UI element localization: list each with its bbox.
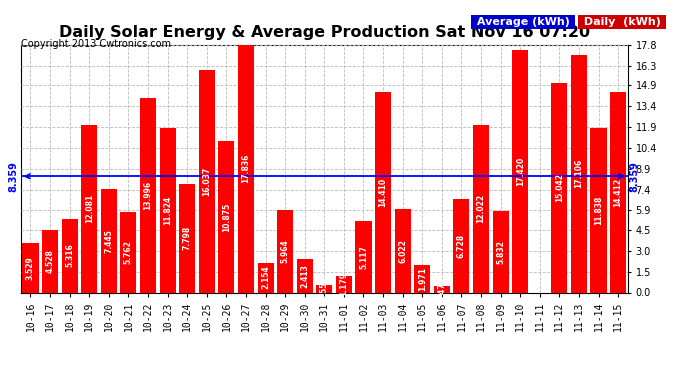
Text: 8.359: 8.359 (9, 161, 19, 192)
Text: 5.832: 5.832 (496, 240, 505, 264)
Bar (512, 50, 529, 292)
Text: 1.971: 1.971 (417, 267, 426, 291)
Bar (238, 45, 254, 292)
Bar (591, 128, 607, 292)
Text: 12.022: 12.022 (477, 194, 486, 224)
Text: 11.824: 11.824 (163, 196, 172, 225)
Text: 7.798: 7.798 (183, 226, 192, 251)
Text: 7.445: 7.445 (104, 229, 113, 253)
Bar (257, 262, 273, 292)
Bar (571, 55, 587, 292)
Bar (551, 83, 567, 292)
Bar (140, 98, 156, 292)
Text: 14.412: 14.412 (613, 178, 622, 207)
Text: Copyright 2013 Cwtronics.com: Copyright 2013 Cwtronics.com (21, 39, 170, 50)
Text: 14.410: 14.410 (379, 178, 388, 207)
Text: 15.042: 15.042 (555, 173, 564, 202)
Bar (453, 199, 469, 292)
Text: 2.154: 2.154 (261, 266, 270, 290)
Text: 13.996: 13.996 (144, 181, 152, 210)
Text: 10.875: 10.875 (222, 202, 231, 231)
Bar (375, 92, 391, 292)
Text: Average (kWh): Average (kWh) (473, 17, 573, 27)
Text: 17.836: 17.836 (241, 154, 250, 183)
Bar (336, 276, 352, 292)
Text: 6.728: 6.728 (457, 234, 466, 258)
Text: 8.359: 8.359 (630, 161, 640, 192)
Text: Daily  (kWh): Daily (kWh) (580, 17, 664, 27)
Bar (179, 184, 195, 292)
Bar (434, 286, 450, 292)
Text: 6.022: 6.022 (398, 239, 407, 262)
Bar (101, 189, 117, 292)
Bar (61, 219, 78, 292)
Text: 16.037: 16.037 (202, 166, 211, 196)
Bar (277, 210, 293, 292)
Text: 5.762: 5.762 (124, 240, 133, 264)
Text: 5.117: 5.117 (359, 245, 368, 269)
Text: 5.964: 5.964 (281, 239, 290, 263)
Bar (297, 259, 313, 292)
Bar (610, 92, 626, 292)
Bar (199, 69, 215, 292)
Text: 5.316: 5.316 (65, 244, 74, 267)
Bar (395, 209, 411, 292)
Text: 4.528: 4.528 (46, 249, 55, 273)
Text: 2.413: 2.413 (300, 264, 309, 288)
Bar (23, 243, 39, 292)
Bar (120, 212, 137, 292)
Bar (473, 125, 489, 292)
Bar (159, 128, 176, 292)
Text: 12.081: 12.081 (85, 194, 94, 223)
Bar (81, 124, 97, 292)
Text: 1.179: 1.179 (339, 272, 348, 296)
Text: 0.478: 0.478 (437, 277, 446, 301)
Bar (316, 285, 333, 292)
Text: 11.838: 11.838 (594, 195, 603, 225)
Bar (42, 230, 58, 292)
Text: 0.554: 0.554 (319, 277, 329, 300)
Bar (414, 265, 431, 292)
Bar (355, 221, 371, 292)
Text: 17.420: 17.420 (515, 157, 524, 186)
Text: 17.106: 17.106 (575, 159, 584, 188)
Bar (493, 211, 509, 292)
Bar (218, 141, 235, 292)
Text: 3.529: 3.529 (26, 256, 35, 280)
Title: Daily Solar Energy & Average Production Sat Nov 16 07:20: Daily Solar Energy & Average Production … (59, 25, 590, 40)
